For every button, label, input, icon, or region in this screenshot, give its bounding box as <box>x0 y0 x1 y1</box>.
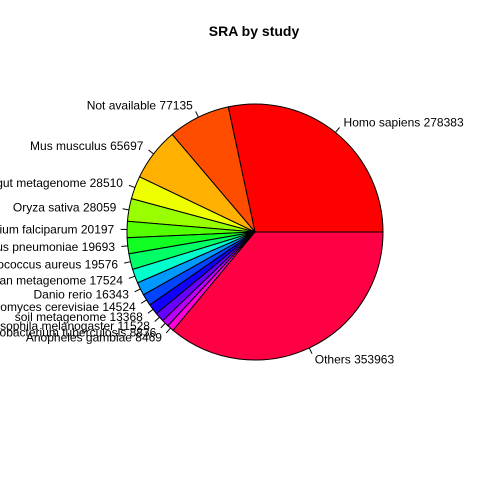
pie-slice-homo-sapiens <box>227 103 384 233</box>
slice-label-plasmodium-falciparum: Plasmodium falciparum 20197 <box>0 222 115 236</box>
pie-labels: Homo sapiens 278383 Not available 77135 Mu… <box>0 99 464 367</box>
leader-line-drosophila-melanogaster <box>154 316 160 322</box>
leader-line-soil-metagenome <box>147 308 154 314</box>
slice-label-saccharomyces-cerevisiae: Saccharomyces cerevisiae 14524 <box>0 300 136 314</box>
leader-line-others <box>308 347 313 354</box>
leader-line-anopheles-gambiae <box>165 327 171 334</box>
leader-line-saccharomyces-cerevisiae <box>140 299 147 304</box>
slice-label-mus-musculus: Mus musculus 65697 <box>30 139 144 153</box>
leader-line-staphylococcus-aureus <box>124 261 131 264</box>
slice-label-human-gut-metagenome: human gut metagenome 28510 <box>0 176 123 190</box>
slice-label-drosophila-melanogaster: Drosophila melanogaster 11528 <box>0 319 150 333</box>
slice-label-mycobacterium-tuberculosis: Mycobacterium tuberculosis 8836 <box>0 325 157 339</box>
slice-label-anopheles-gambiae: Anopheles gambiae 8469 <box>26 331 162 345</box>
slice-label-danio-rerio: Danio rerio 16343 <box>33 288 129 302</box>
leader-line-streptococcus-pneumoniae <box>121 245 128 248</box>
slice-label-streptococcus-pneumoniae: Streptococcus pneumoniae 19693 <box>0 240 115 254</box>
slice-label-staphylococcus-aureus: Staphylococcus aureus 19576 <box>0 258 118 272</box>
leader-line-homo-sapiens <box>335 127 340 133</box>
leader-line-human-gut-metagenome <box>128 184 136 189</box>
chart-title: SRA by study <box>209 23 300 39</box>
leader-line-oryza-sativa <box>122 208 130 211</box>
slice-label-human-metagenome: human metagenome 17524 <box>0 274 123 288</box>
pie-slice-others <box>172 231 384 361</box>
leader-line-mus-musculus <box>148 149 154 155</box>
leader-line-not-available <box>195 111 199 118</box>
slice-label-not-available: Not available 77135 <box>87 99 193 113</box>
slice-label-homo-sapiens: Homo sapiens 278383 <box>344 116 464 130</box>
leader-line-mycobacterium-tuberculosis <box>160 322 166 329</box>
slice-label-soil-metagenome: soil metagenome 13368 <box>15 310 143 324</box>
leader-line-danio-rerio <box>134 288 141 293</box>
pie-slices <box>126 103 384 361</box>
slice-label-oryza-sativa: Oryza sativa 28059 <box>13 201 117 215</box>
leader-line-human-metagenome <box>128 275 136 279</box>
slice-label-others: Others 353963 <box>315 352 395 366</box>
